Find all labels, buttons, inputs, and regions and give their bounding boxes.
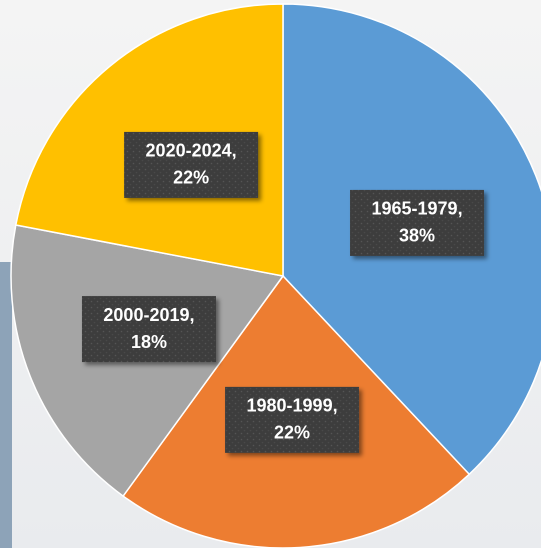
- data-label-value: 18%: [131, 332, 167, 352]
- data-label: 1980-1999, 22%: [225, 387, 359, 453]
- data-label: 2000-2019, 18%: [82, 296, 216, 362]
- data-label-category: 2020-2024,: [146, 141, 237, 161]
- pie: [11, 4, 541, 548]
- background-photo-edge: [0, 262, 12, 548]
- data-label-value: 38%: [399, 226, 435, 246]
- data-label-category: 1980-1999,: [247, 396, 338, 416]
- data-label: 2020-2024, 22%: [124, 132, 258, 198]
- chart: 1965-1979,38%1980-1999,22%2000-2019,18%2…: [0, 0, 541, 548]
- data-label-value: 22%: [274, 423, 310, 443]
- data-label-category: 2000-2019,: [103, 305, 194, 325]
- data-label-value: 22%: [173, 168, 209, 188]
- page: 1965-1979,38%1980-1999,22%2000-2019,18%2…: [0, 0, 541, 548]
- data-label-category: 1965-1979,: [371, 199, 462, 219]
- data-label: 1965-1979, 38%: [350, 190, 484, 256]
